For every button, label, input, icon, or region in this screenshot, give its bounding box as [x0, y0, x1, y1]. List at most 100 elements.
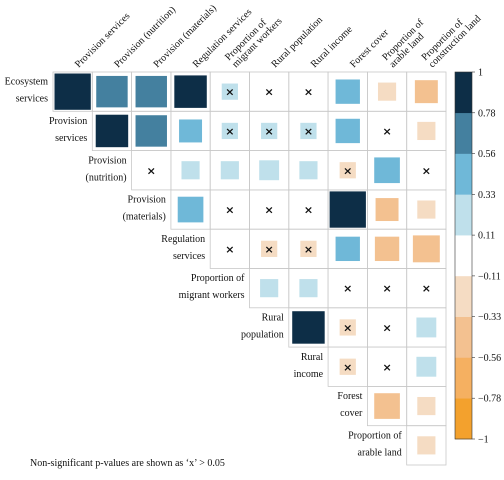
nonsignificant-marker: ×: [265, 204, 274, 217]
colorbar-tick-label: −0.11: [478, 271, 501, 282]
heatmap-cell: [412, 235, 440, 263]
heatmap-cell: [339, 319, 356, 336]
nonsignificant-marker: ×: [147, 164, 156, 177]
colorbar-segment: [455, 316, 472, 358]
heatmap-cell: [225, 205, 234, 214]
nonsignificant-marker: ×: [304, 86, 313, 99]
colorbar-segment: [455, 194, 472, 236]
heatmap-cell: [95, 114, 129, 148]
heatmap-cell: [304, 87, 313, 96]
heatmap-cell: [147, 166, 156, 175]
column-label: Proportion ofconstruction land: [420, 6, 484, 70]
colorbar-tick-label: 0.56: [478, 149, 496, 160]
heatmap-cell: [292, 311, 325, 344]
heatmap-cell: [417, 396, 436, 416]
heatmap-grid: [52, 71, 447, 466]
heatmap-cell: [382, 126, 392, 136]
heatmap-cell: [261, 122, 278, 140]
heatmap-cell: [417, 121, 436, 141]
heatmap-cell: [374, 236, 400, 262]
row-label: Rural income: [294, 352, 324, 380]
row-label: Provision (nutrition): [85, 155, 126, 183]
row-label: Ecosystem services: [5, 77, 49, 105]
colorbar-tick-label: 0.78: [478, 108, 496, 119]
nonsignificant-marker: ×: [265, 125, 274, 138]
heatmap-cell: [335, 79, 360, 104]
nonsignificant-marker: ×: [422, 164, 431, 177]
heatmap-cell: [375, 198, 399, 222]
heatmap-cell: [382, 362, 392, 371]
colorbar-segment: [455, 398, 472, 440]
heatmap-cell: [54, 73, 91, 110]
row-label: Proportion of arable land: [348, 430, 402, 458]
colorbar-tick-label: −0.78: [478, 394, 501, 405]
row-label: Proportion of migrant workers: [179, 273, 245, 301]
row-label: Provision services: [49, 116, 87, 144]
nonsignificant-marker: ×: [343, 164, 352, 177]
heatmap-cell: [135, 115, 167, 147]
heatmap-cell: [260, 279, 279, 298]
nonsignificant-marker: ×: [225, 125, 234, 138]
heatmap-cell: [382, 323, 392, 332]
colorbar-tick-label: −0.56: [478, 353, 501, 364]
heatmap-cell: [221, 122, 238, 140]
heatmap-cell: [265, 87, 274, 96]
heatmap-cells: × × × × × × × × × × × × × × × × × × × × × × ×: [54, 73, 440, 455]
heatmap-cell: [339, 162, 356, 179]
nonsignificant-marker: ×: [225, 243, 234, 256]
nonsignificant-marker: ×: [304, 204, 313, 217]
colorbar-segment: [455, 357, 472, 399]
nonsignificant-marker: ×: [225, 204, 234, 217]
heatmap-cell: [181, 161, 200, 180]
colorbar-tick-label: 0.11: [478, 231, 495, 242]
nonsignificant-marker: ×: [382, 321, 391, 334]
colorbar-segment: [455, 235, 472, 277]
colorbar-segment: [455, 72, 472, 114]
nonsignificant-marker: ×: [343, 361, 352, 374]
colorbar-tick-label: 1: [478, 68, 483, 79]
heatmap-cell: [335, 118, 360, 144]
heatmap-cell: [259, 160, 280, 181]
heatmap-cell: [374, 157, 400, 184]
heatmap-cell: [300, 122, 317, 140]
row-label: Rural population: [241, 312, 284, 340]
colorbar-segment: [455, 275, 472, 317]
heatmap-cell: [329, 191, 366, 228]
nonsignificant-marker: ×: [265, 86, 274, 99]
heatmap-cell: [374, 393, 400, 419]
heatmap-cell: [377, 82, 397, 101]
heatmap-cell: [417, 200, 436, 219]
heatmap-cell: [221, 83, 238, 100]
heatmap-cell: [416, 317, 437, 338]
nonsignificant-marker: ×: [304, 243, 313, 256]
nonsignificant-marker: ×: [343, 282, 352, 295]
heatmap-cell: [422, 284, 431, 293]
heatmap-cell: [265, 205, 274, 214]
heatmap-cell: [225, 244, 234, 253]
colorbar-segment: [455, 153, 472, 195]
heatmap-cell: [299, 279, 318, 298]
heatmap-cell: [220, 161, 239, 180]
heatmap-cell: [96, 75, 128, 108]
nonsignificant-marker: ×: [225, 86, 234, 99]
heatmap-cell: [179, 119, 203, 143]
heatmap-cell: [177, 196, 204, 223]
colorbar-segment: [455, 112, 472, 154]
colorbar-tick-label: −1: [478, 435, 489, 446]
heatmap-cell: [422, 166, 431, 175]
heatmap-cell: [304, 205, 313, 214]
row-label: Forest cover: [337, 391, 363, 419]
nonsignificant-marker: ×: [382, 361, 391, 374]
heatmap-cell: [416, 356, 437, 377]
heatmap-cell: [382, 284, 392, 293]
nonsignificant-marker: ×: [382, 125, 391, 138]
heatmap-cell: [261, 240, 278, 257]
heatmap-cell: [300, 240, 317, 257]
colorbar: 1 0.78 0.56 0.33 0.11 −0.11 −0.33 −0.56 −0.78 −1: [454, 68, 501, 446]
nonsignificant-marker: ×: [422, 282, 431, 295]
heatmap-cell: [417, 436, 436, 455]
grid-cell: [406, 425, 447, 466]
